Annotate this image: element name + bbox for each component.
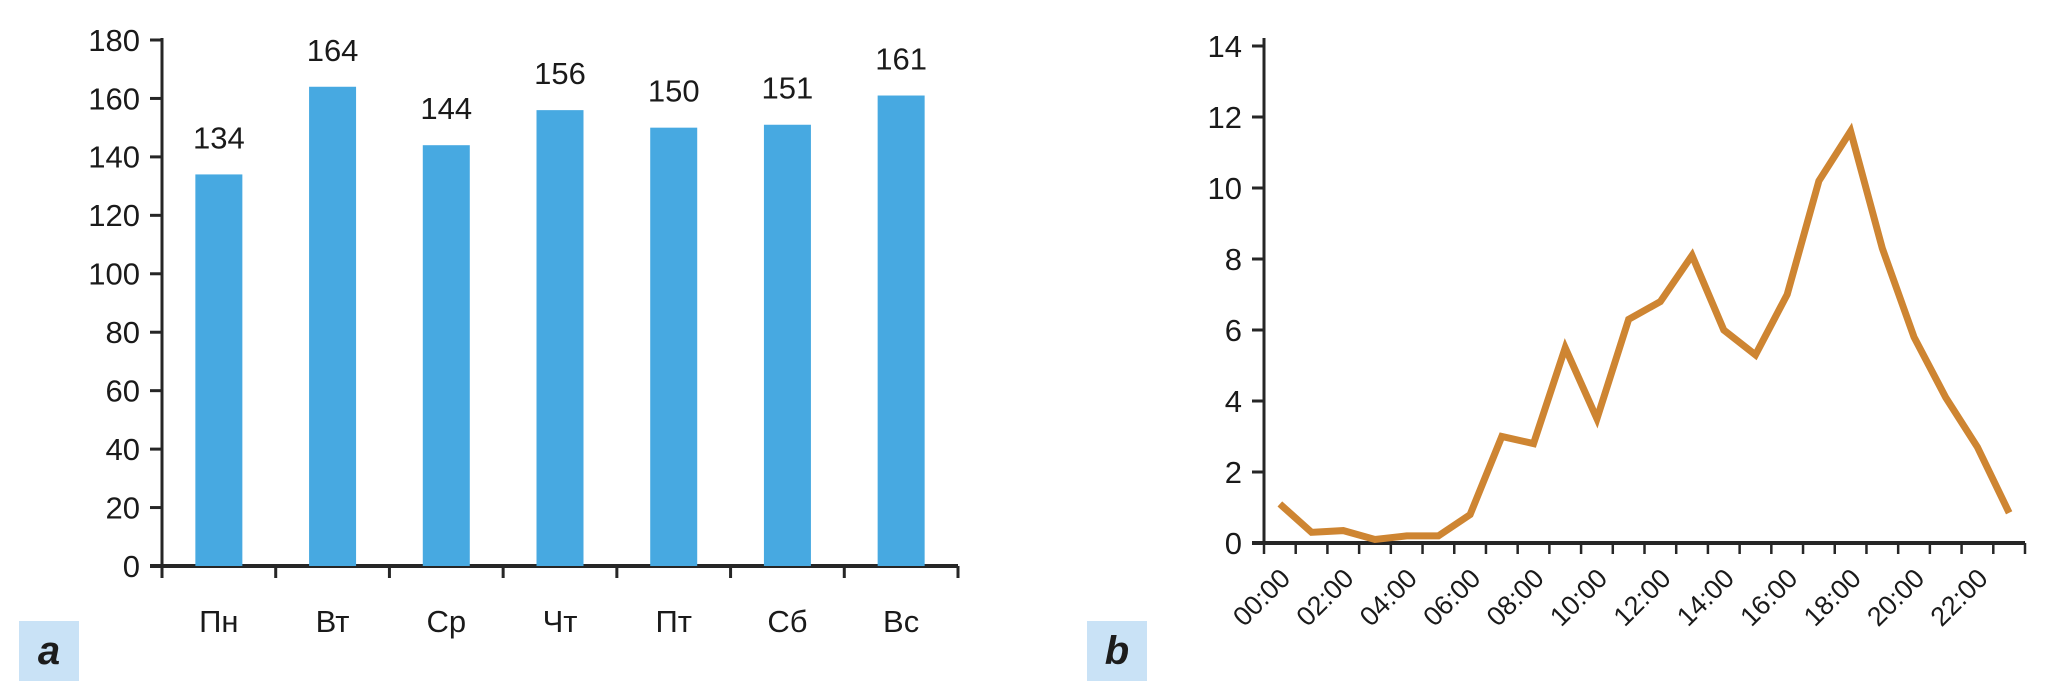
time-label: 02:00 <box>1291 563 1360 632</box>
line-chart-hourly: 0 2 4 6 8 10 12 14 00:0002:0004:0006:0008:0010:0… <box>1208 29 2027 632</box>
y-tick-label: 80 <box>106 315 140 350</box>
bar <box>195 174 243 566</box>
bar-value-label: 150 <box>648 74 700 109</box>
bar-value-label: 164 <box>307 33 359 68</box>
y-tick-label: 2 <box>1225 455 1242 490</box>
y-tick-label: 40 <box>106 432 140 467</box>
category-label: Пт <box>655 604 691 639</box>
bar-value-label: 144 <box>420 91 472 126</box>
y-tick-label: 14 <box>1208 29 1242 64</box>
y-tick-label: 160 <box>88 81 140 116</box>
time-label: 08:00 <box>1481 563 1550 632</box>
y-tick-label: 60 <box>106 374 140 409</box>
y-tick-label: 140 <box>88 140 140 175</box>
y-tick-label: 6 <box>1225 313 1242 348</box>
time-label: 20:00 <box>1861 563 1930 632</box>
y-tick-label: 12 <box>1208 100 1242 135</box>
time-label: 04:00 <box>1354 563 1423 632</box>
bar <box>650 127 698 567</box>
y-tick-label: 20 <box>106 490 140 525</box>
bar-chart-weekdays: 0 20 40 60 80 100 120 140 160 180 134 Пн 164 Вт 144 Ср 1… <box>88 23 960 639</box>
time-label: 10:00 <box>1544 563 1613 632</box>
category-label: Вт <box>316 604 350 639</box>
time-label: 22:00 <box>1925 563 1994 632</box>
bar <box>877 95 925 567</box>
category-label: Чт <box>543 604 578 639</box>
time-label: 18:00 <box>1798 563 1867 632</box>
category-label: Сб <box>767 604 807 639</box>
time-label: 12:00 <box>1608 563 1677 632</box>
data-line <box>1277 122 2013 544</box>
category-label: Ср <box>426 604 466 639</box>
time-label: 14:00 <box>1671 563 1740 632</box>
panel-label-b: b <box>1087 621 1147 681</box>
bar <box>536 110 584 566</box>
y-tick-label: 10 <box>1208 171 1242 206</box>
time-label: 00:00 <box>1227 563 1296 632</box>
bar-value-label: 161 <box>875 42 927 77</box>
time-label: 16:00 <box>1734 563 1803 632</box>
bar-value-label: 151 <box>762 71 814 106</box>
category-label: Пн <box>199 604 238 639</box>
bar-value-label: 156 <box>534 56 586 91</box>
y-tick-label: 120 <box>88 198 140 233</box>
time-label: 06:00 <box>1417 563 1486 632</box>
panel-label-a: a <box>19 621 79 681</box>
y-tick-label: 0 <box>123 549 140 584</box>
bar <box>309 86 357 566</box>
category-label: Вс <box>883 604 919 639</box>
y-tick-label: 180 <box>88 23 140 58</box>
y-tick-label: 100 <box>88 257 140 292</box>
bar <box>422 145 470 566</box>
y-tick-label: 8 <box>1225 242 1242 277</box>
y-tick-label: 4 <box>1225 384 1242 419</box>
bar-value-label: 134 <box>193 120 245 155</box>
y-tick-label: 0 <box>1225 526 1242 561</box>
bar <box>763 124 811 566</box>
